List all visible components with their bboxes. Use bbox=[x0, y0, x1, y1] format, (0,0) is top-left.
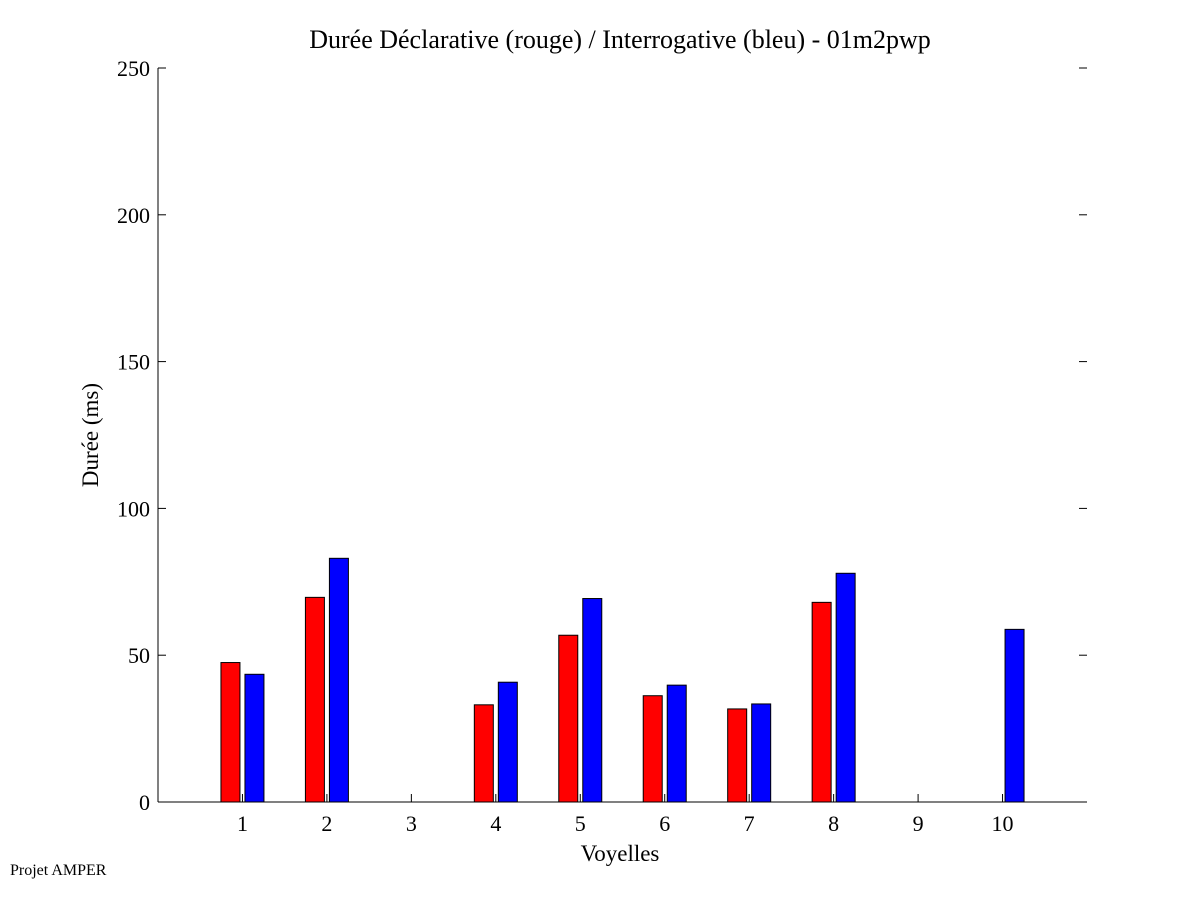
bar-series1-1 bbox=[220, 662, 241, 803]
footer-text: Projet AMPER bbox=[10, 862, 107, 879]
bar-series2-7 bbox=[751, 703, 772, 803]
y-axis-label: Durée (ms) bbox=[78, 383, 103, 487]
bar-series1-6 bbox=[642, 695, 663, 803]
y-ticks-group: 0 50 100 150 200 250 bbox=[117, 56, 1087, 815]
x-tick-label: 7 bbox=[744, 811, 755, 836]
bar-series1-2 bbox=[304, 596, 325, 803]
bar-series2-6 bbox=[666, 684, 687, 803]
bars-group bbox=[220, 557, 1025, 803]
y-tick-label: 150 bbox=[117, 350, 150, 375]
bar-series1-4 bbox=[473, 704, 494, 803]
bar-series1-5 bbox=[558, 634, 579, 803]
y-tick-label: 100 bbox=[117, 496, 150, 521]
x-tick-label: 10 bbox=[992, 811, 1014, 836]
bar-series2-8 bbox=[835, 572, 856, 803]
x-ticks-group: 1 2 3 4 5 6 7 8 9 10 bbox=[237, 794, 1014, 836]
y-tick-label: 0 bbox=[139, 790, 150, 815]
x-tick-label: 6 bbox=[659, 811, 670, 836]
bar-series2-10 bbox=[1004, 628, 1025, 803]
x-tick-label: 5 bbox=[575, 811, 586, 836]
x-tick-label: 1 bbox=[237, 811, 248, 836]
bar-series1-7 bbox=[727, 708, 748, 803]
bar-series2-1 bbox=[244, 673, 265, 803]
y-tick-label: 50 bbox=[128, 643, 150, 668]
bar-series2-5 bbox=[582, 598, 603, 803]
y-tick-label: 250 bbox=[117, 56, 150, 81]
x-tick-label: 9 bbox=[913, 811, 924, 836]
axes-group bbox=[157, 68, 1087, 803]
y-tick-label: 200 bbox=[117, 203, 150, 228]
bar-series1-8 bbox=[811, 601, 832, 803]
bar-series2-4 bbox=[497, 681, 518, 803]
x-tick-label: 3 bbox=[406, 811, 417, 836]
x-tick-label: 2 bbox=[321, 811, 332, 836]
x-tick-label: 8 bbox=[828, 811, 839, 836]
x-axis-label: Voyelles bbox=[581, 841, 660, 866]
chart-title: Durée Déclarative (rouge) / Interrogativ… bbox=[309, 25, 931, 54]
x-tick-label: 4 bbox=[490, 811, 501, 836]
bar-series2-2 bbox=[328, 557, 349, 803]
